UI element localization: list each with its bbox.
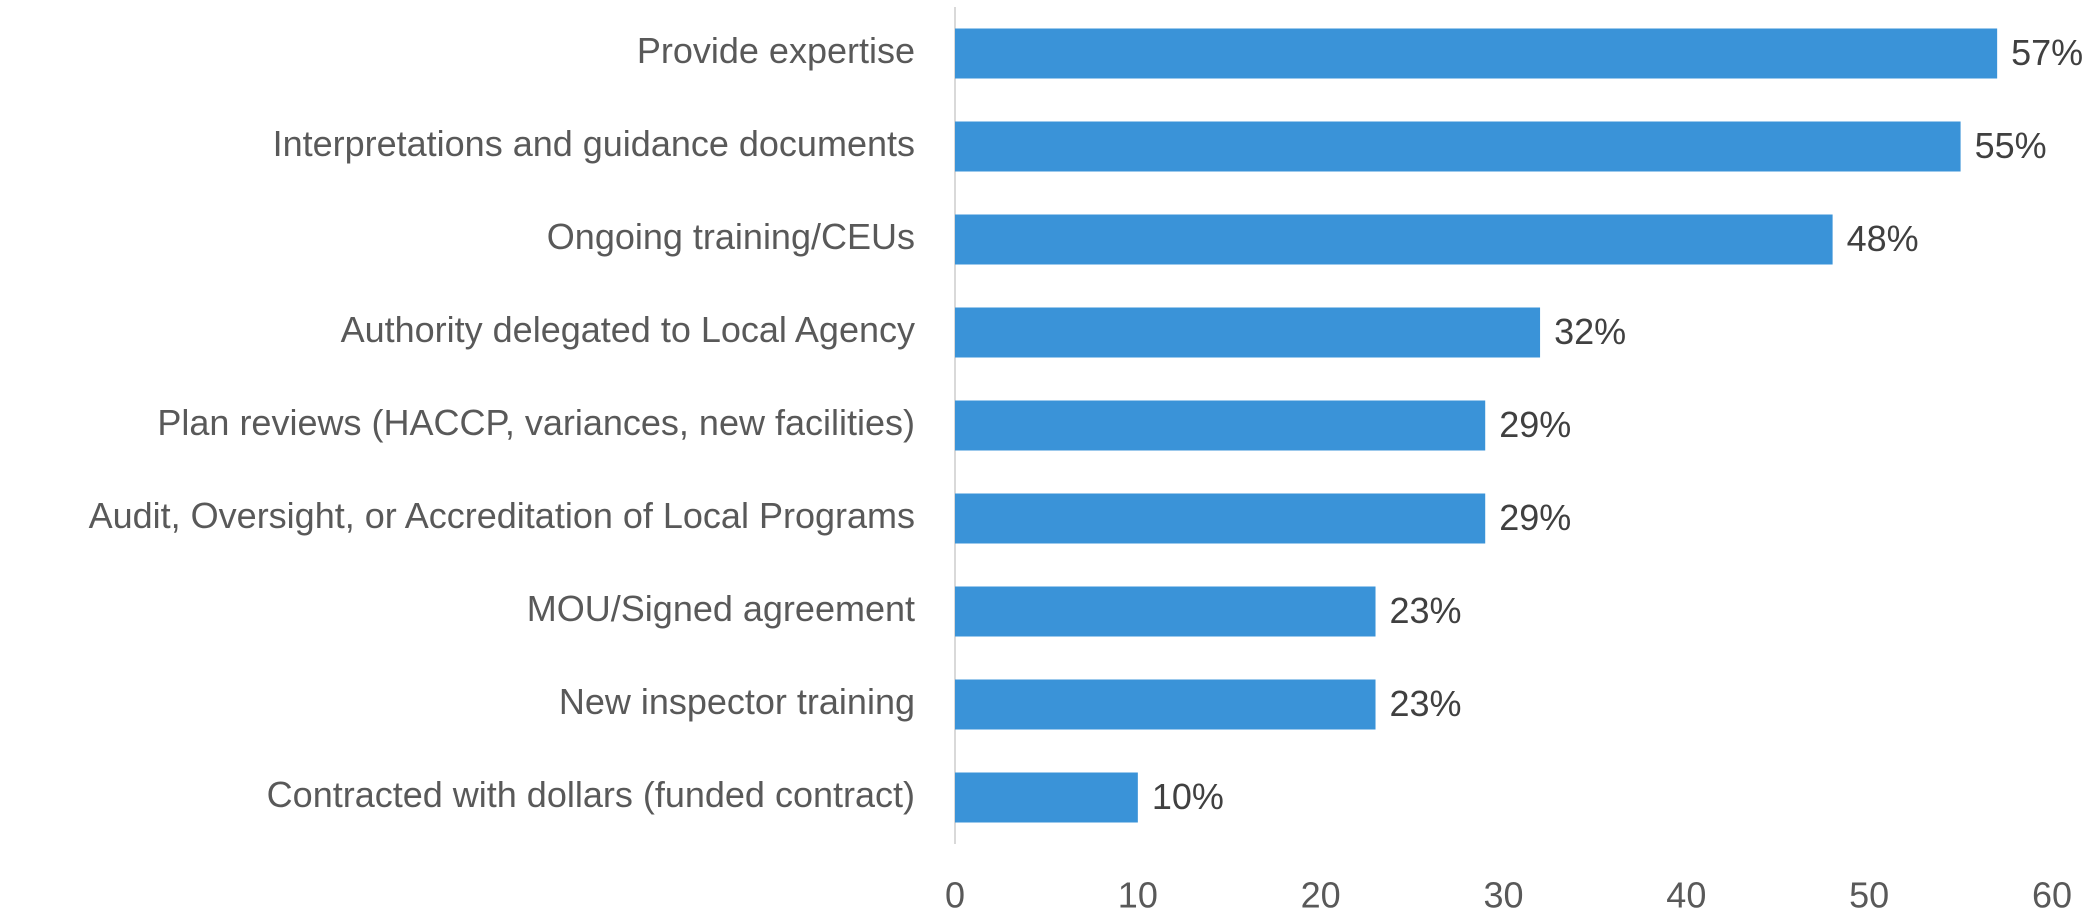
value-label: 48%: [1847, 218, 1919, 259]
category-label: Audit, Oversight, or Accreditation of Lo…: [89, 495, 915, 536]
bar: [955, 679, 1376, 730]
value-label: 55%: [1975, 125, 2047, 166]
value-label: 57%: [2011, 32, 2083, 73]
category-label: Ongoing training/CEUs: [547, 216, 915, 257]
bar: [955, 28, 1998, 79]
value-label: 29%: [1499, 497, 1571, 538]
x-tick-label: 30: [1483, 875, 1523, 916]
x-tick-label: 40: [1666, 875, 1706, 916]
category-label: Contracted with dollars (funded contract…: [267, 774, 915, 815]
bar: [955, 214, 1833, 265]
category-label: Interpretations and guidance documents: [273, 123, 915, 164]
x-tick-label: 0: [945, 875, 965, 916]
category-label: MOU/Signed agreement: [527, 588, 915, 629]
x-tick-label: 60: [2032, 875, 2072, 916]
bar: [955, 121, 1961, 172]
bar: [955, 772, 1138, 823]
bar: [955, 586, 1376, 637]
value-label: 23%: [1390, 590, 1462, 631]
category-label: Provide expertise: [637, 30, 915, 71]
value-label: 29%: [1499, 404, 1571, 445]
x-tick-label: 10: [1118, 875, 1158, 916]
x-tick-label: 50: [1849, 875, 1889, 916]
category-label: Plan reviews (HACCP, variances, new faci…: [157, 402, 915, 443]
bar: [955, 307, 1541, 358]
category-label: New inspector training: [559, 681, 915, 722]
value-label: 10%: [1152, 776, 1224, 817]
bar: [955, 400, 1486, 451]
category-label: Authority delegated to Local Agency: [341, 309, 915, 350]
value-label: 23%: [1390, 683, 1462, 724]
x-tick-label: 20: [1301, 875, 1341, 916]
value-label: 32%: [1554, 311, 1626, 352]
bar: [955, 493, 1486, 544]
